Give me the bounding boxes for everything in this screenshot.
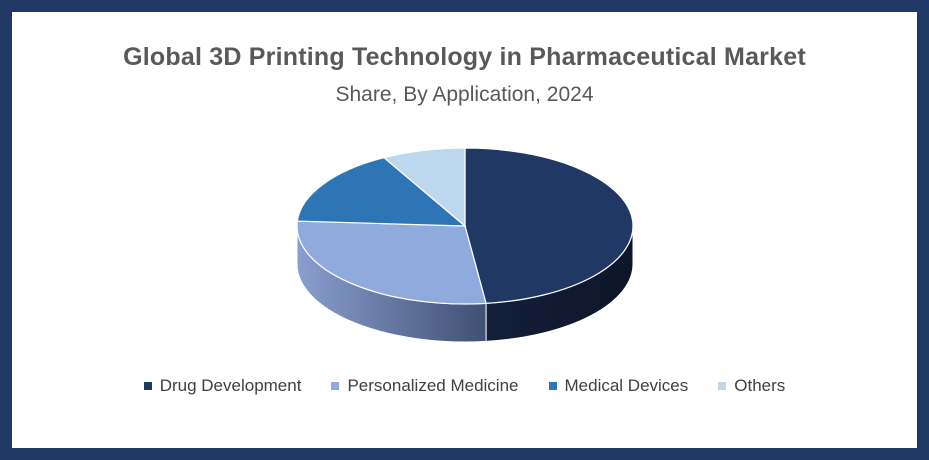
pie-slice-others — [382, 147, 466, 228]
legend-item-drug-development: Drug Development — [143, 376, 302, 396]
legend-swatch — [143, 382, 152, 390]
legend-label: Drug Development — [159, 376, 302, 395]
legend: Drug Development Personalized Medicine M… — [12, 376, 917, 396]
legend-swatch — [548, 382, 557, 390]
chart-card: Global 3D Printing Technology in Pharmac… — [12, 12, 917, 448]
legend-swatch — [718, 382, 727, 390]
legend-item-others: Others — [718, 376, 785, 396]
legend-item-medical-devices: Medical Devices — [548, 376, 689, 396]
legend-label: Medical Devices — [564, 376, 689, 395]
pie-slice-personalized-medicine — [296, 220, 487, 305]
pie-slice-drug-development — [464, 147, 634, 305]
pie-chart — [296, 147, 634, 343]
legend-item-personalized-medicine: Personalized Medicine — [331, 376, 519, 396]
legend-label: Personalized Medicine — [347, 376, 519, 395]
chart-title: Global 3D Printing Technology in Pharmac… — [123, 43, 806, 71]
legend-swatch — [331, 382, 340, 390]
legend-label: Others — [734, 376, 786, 395]
pie-slice-medical-devices — [296, 156, 467, 227]
chart-subtitle: Share, By Application, 2024 — [335, 83, 594, 106]
